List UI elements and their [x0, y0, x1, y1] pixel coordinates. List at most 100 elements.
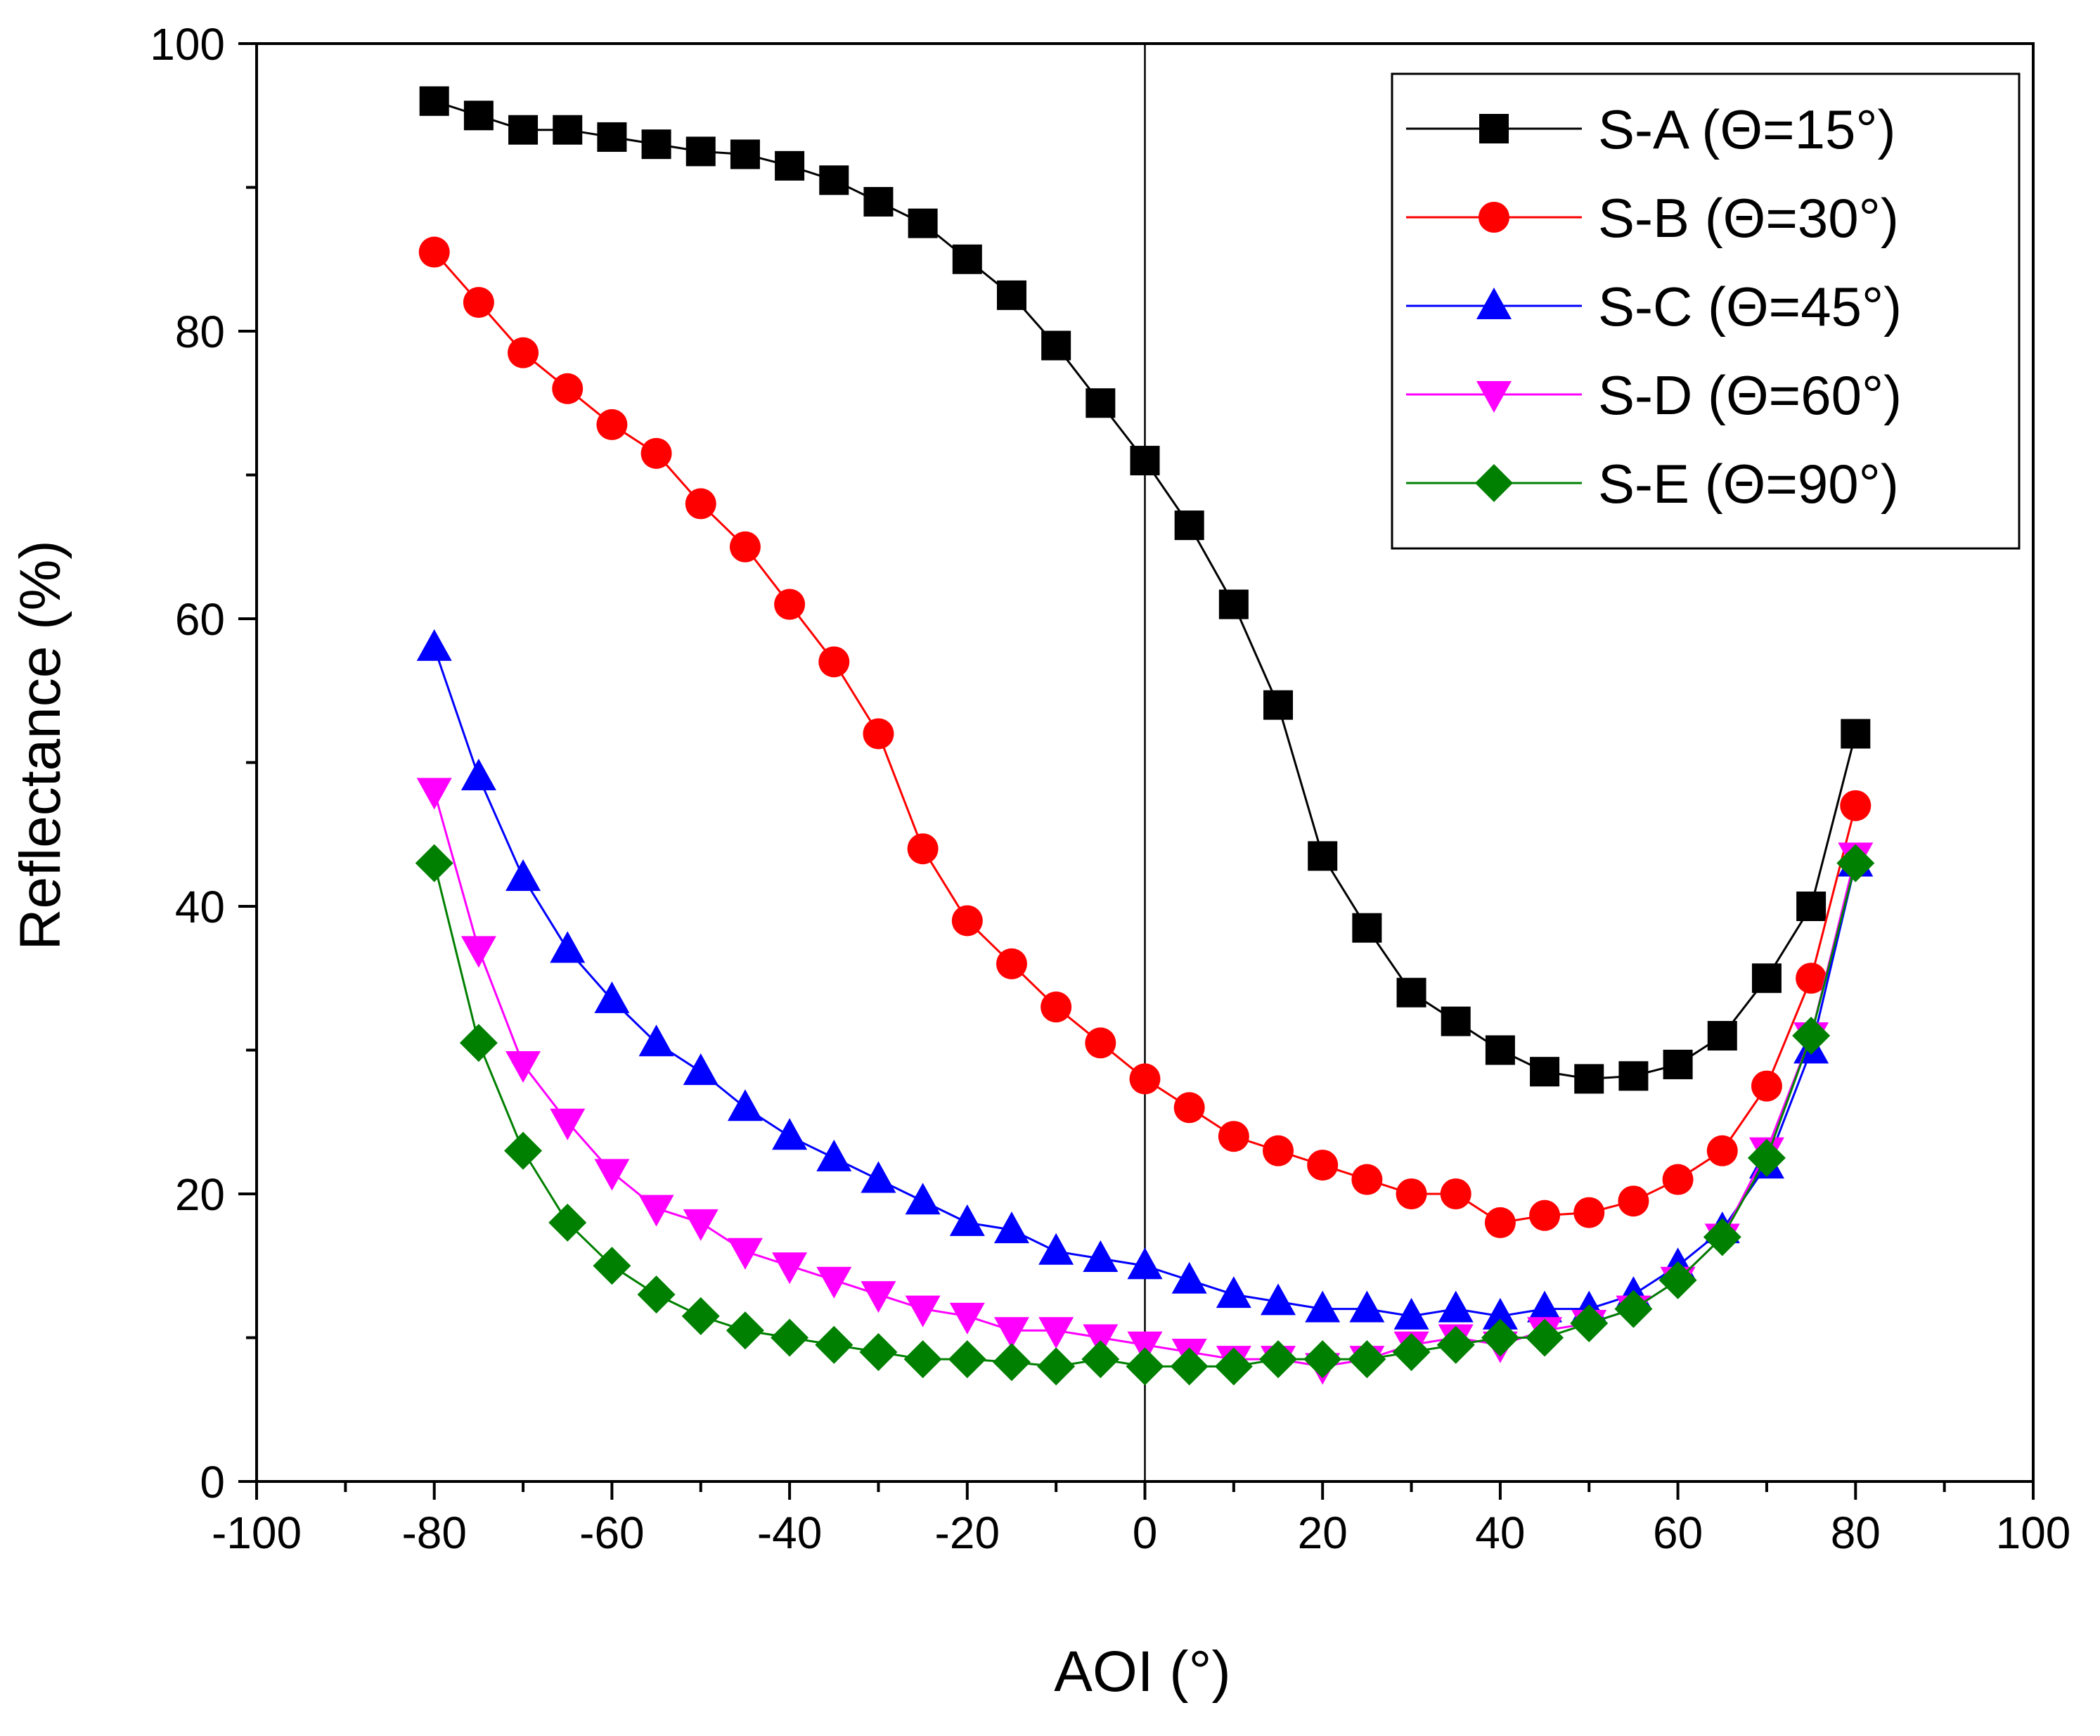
- data-point: [1485, 1035, 1515, 1065]
- data-point: [729, 531, 761, 562]
- data-point: [508, 337, 539, 368]
- x-tick-label: 40: [1475, 1507, 1525, 1558]
- data-point: [727, 1089, 763, 1121]
- y-tick-label: 80: [175, 307, 225, 357]
- data-point: [460, 758, 496, 790]
- data-point: [416, 629, 452, 661]
- data-point: [1570, 1304, 1609, 1343]
- legend-label: S-A (Θ=15°): [1598, 98, 1896, 160]
- data-point: [1703, 1218, 1741, 1256]
- data-point: [1614, 1290, 1653, 1328]
- data-point: [553, 115, 583, 145]
- data-point: [1174, 510, 1204, 541]
- data-point: [727, 1237, 763, 1270]
- data-point: [638, 1024, 674, 1057]
- data-point: [1796, 963, 1827, 994]
- data-point: [1530, 1057, 1560, 1087]
- legend-entry: S-D (Θ=60°): [1406, 364, 1902, 426]
- data-point: [550, 1108, 586, 1140]
- data-point: [1658, 1261, 1697, 1299]
- data-point: [1663, 1049, 1693, 1079]
- data-point: [1396, 977, 1426, 1008]
- data-point: [1707, 1021, 1737, 1051]
- data-point: [908, 208, 938, 238]
- y-tick-label: 100: [150, 19, 225, 70]
- data-point: [775, 150, 805, 181]
- data-point: [1214, 1347, 1253, 1386]
- legend-label: S-B (Θ=30°): [1598, 187, 1899, 249]
- data-point: [416, 778, 452, 810]
- data-point: [641, 129, 671, 160]
- data-point: [640, 437, 672, 469]
- data-point: [1482, 1297, 1518, 1330]
- data-point: [1127, 1331, 1163, 1363]
- data-point: [948, 1340, 986, 1379]
- y-tick-label: 60: [175, 594, 225, 645]
- data-point: [818, 646, 850, 678]
- data-point: [1662, 1164, 1694, 1195]
- data-point: [1263, 1135, 1294, 1166]
- legend-entry: S-B (Θ=30°): [1406, 187, 1899, 249]
- data-point: [996, 948, 1027, 979]
- legend-entry: S-C (Θ=45°): [1406, 276, 1902, 337]
- data-point: [1218, 589, 1249, 619]
- x-tick-label: -100: [212, 1507, 302, 1558]
- legend-label: S-C (Θ=45°): [1598, 276, 1902, 337]
- x-tick-label: 60: [1653, 1507, 1703, 1558]
- x-tick-label: 80: [1831, 1507, 1881, 1558]
- data-point: [1261, 1283, 1296, 1316]
- data-point: [1573, 1197, 1605, 1228]
- data-point: [460, 936, 496, 968]
- data-point: [993, 1211, 1029, 1244]
- data-point: [1173, 1092, 1205, 1124]
- data-point: [1130, 446, 1160, 476]
- data-point: [996, 280, 1026, 310]
- data-point: [505, 859, 541, 892]
- data-point: [726, 1311, 764, 1350]
- x-tick-label: -40: [757, 1507, 823, 1558]
- data-point: [1086, 388, 1116, 418]
- x-tick-label: 20: [1298, 1507, 1348, 1558]
- data-point: [1305, 1290, 1341, 1323]
- data-point: [1216, 1276, 1251, 1309]
- data-point: [1526, 1318, 1564, 1357]
- legend-marker: [1476, 288, 1512, 319]
- data-point: [1259, 1340, 1298, 1379]
- data-point: [772, 1118, 808, 1150]
- data-point: [951, 905, 983, 937]
- legend-marker: [1476, 381, 1512, 413]
- data-point: [1618, 1185, 1649, 1217]
- data-point: [861, 1161, 896, 1193]
- data-point: [1481, 1318, 1519, 1357]
- data-point: [1038, 1233, 1074, 1265]
- series-layer: [415, 86, 1875, 1386]
- axis-layer: -100 -80 -60 -40 -20 0 20 40 60 80 100 0 20 40 60 80 100: [150, 19, 2070, 1558]
- data-point: [419, 86, 449, 116]
- data-point: [683, 1209, 719, 1241]
- data-point: [415, 844, 453, 882]
- x-tick-label: -60: [579, 1507, 645, 1558]
- data-point: [1396, 1178, 1427, 1209]
- data-point: [992, 1343, 1031, 1382]
- data-point: [903, 1340, 942, 1379]
- data-point: [1836, 844, 1875, 882]
- data-point: [1527, 1290, 1563, 1323]
- data-point: [596, 409, 628, 440]
- data-point: [1037, 1347, 1076, 1386]
- data-point: [459, 1024, 498, 1062]
- data-point: [1484, 1207, 1516, 1238]
- x-tick-label: -80: [401, 1507, 467, 1558]
- y-tick-label: 20: [175, 1169, 225, 1220]
- legend-label: S-D (Θ=60°): [1598, 364, 1902, 426]
- data-point: [1574, 1064, 1604, 1094]
- data-point: [685, 488, 716, 520]
- data-point: [1303, 1340, 1342, 1379]
- data-point: [730, 139, 760, 169]
- data-point: [1706, 1135, 1738, 1166]
- data-point: [1751, 1070, 1782, 1102]
- data-point: [1218, 1121, 1249, 1152]
- legend-marker: [1479, 114, 1509, 143]
- data-point: [1038, 1317, 1074, 1349]
- data-point: [774, 589, 806, 620]
